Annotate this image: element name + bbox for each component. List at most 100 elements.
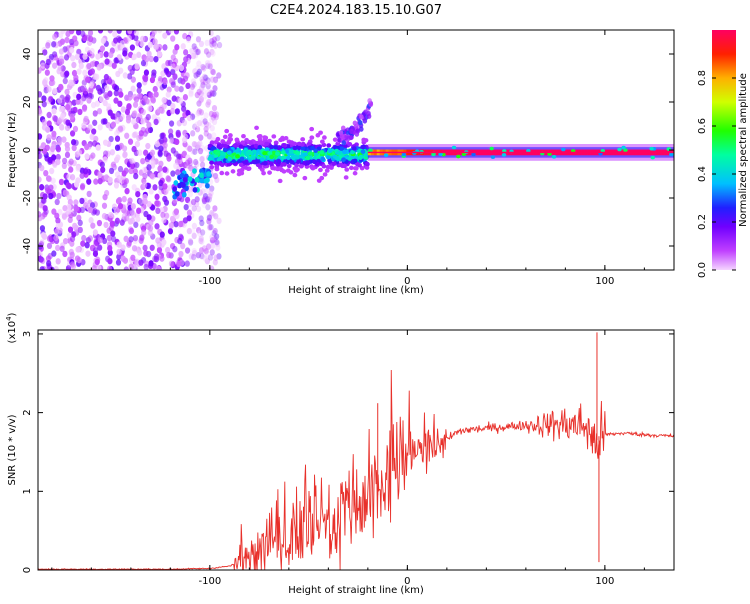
heatmap-cell bbox=[208, 89, 214, 96]
heatmap-cell bbox=[108, 224, 114, 232]
heatmap-cell bbox=[170, 54, 176, 61]
heatmap-cell bbox=[146, 50, 152, 58]
heatmap-cell bbox=[204, 198, 210, 205]
heatmap-cell bbox=[352, 158, 358, 163]
heatmap-cell bbox=[183, 203, 189, 211]
heatmap-cell bbox=[130, 254, 136, 261]
heatmap-cell bbox=[71, 144, 77, 152]
heatmap-region-3 bbox=[336, 98, 374, 146]
heatmap-cell bbox=[191, 205, 197, 212]
heatmap-cell bbox=[77, 108, 83, 116]
heatmap-cell bbox=[117, 165, 124, 173]
heatmap-cell bbox=[144, 98, 150, 105]
colorbar-label: Normalized spectral amplitude bbox=[738, 73, 749, 227]
heatmap-cell bbox=[199, 219, 205, 227]
heatmap-cell bbox=[348, 165, 354, 171]
heatmap-cell bbox=[216, 41, 223, 49]
heatmap-cell bbox=[133, 221, 139, 228]
heatmap-cell bbox=[322, 172, 328, 177]
heatmap-cell bbox=[69, 251, 75, 259]
heatmap-cell bbox=[226, 162, 232, 167]
heatmap-cell bbox=[201, 201, 207, 208]
heatmap-cell bbox=[198, 96, 204, 103]
heatmap-cell bbox=[182, 177, 188, 183]
heatmap-cell bbox=[110, 161, 117, 168]
heatmap-cell bbox=[192, 123, 198, 130]
heatmap-cell bbox=[61, 136, 67, 143]
heatmap-cell bbox=[103, 92, 109, 99]
heatmap-cell bbox=[198, 90, 204, 97]
heatmap-cell bbox=[352, 171, 358, 176]
heatmap-cell bbox=[206, 171, 211, 177]
heatmap-cell bbox=[210, 242, 216, 250]
heatmap-cell bbox=[185, 82, 191, 90]
spectrogram-xlabel: Height of straight line (km) bbox=[288, 285, 424, 296]
heatmap-cell bbox=[124, 214, 130, 222]
heatmap-cell bbox=[174, 191, 180, 197]
heatmap-cell bbox=[187, 145, 193, 152]
heatmap-cell bbox=[128, 167, 134, 175]
heatmap-cell bbox=[276, 159, 282, 164]
heatmap-cell bbox=[73, 205, 80, 212]
heatmap-cell bbox=[69, 235, 76, 243]
heatmap-cell bbox=[209, 68, 216, 75]
heatmap-cell bbox=[340, 125, 346, 131]
heatmap-cell bbox=[206, 132, 212, 140]
heatmap-cell bbox=[222, 147, 228, 153]
heatmap-cell bbox=[74, 53, 80, 61]
heatmap-cell bbox=[181, 119, 188, 127]
heatmap-cell bbox=[199, 161, 206, 169]
heatmap-cell bbox=[57, 64, 63, 71]
heatmap-cell bbox=[190, 78, 197, 85]
heatmap-cell bbox=[38, 241, 45, 248]
heatmap-cell bbox=[162, 44, 168, 51]
heatmap-cell bbox=[270, 165, 276, 171]
heatmap-cell bbox=[132, 101, 139, 108]
heatmap-cell bbox=[137, 249, 143, 256]
heatmap-cell bbox=[267, 151, 273, 156]
heatmap-cell bbox=[196, 60, 202, 67]
chart-title: C2E4.2024.183.15.10.G07 bbox=[270, 3, 442, 18]
heatmap-cell bbox=[153, 118, 159, 126]
heatmap-cell bbox=[209, 265, 215, 270]
heatmap-cell bbox=[129, 44, 136, 51]
heatmap-cell bbox=[331, 161, 337, 166]
heatmap-cell bbox=[163, 67, 169, 74]
heatmap-cell bbox=[199, 238, 205, 245]
heatmap-cell bbox=[202, 73, 208, 81]
heatmap-cell bbox=[192, 168, 197, 174]
heatmap-cell bbox=[159, 231, 165, 238]
heatmap-cell bbox=[143, 149, 149, 156]
heatmap-cell bbox=[283, 135, 289, 141]
heatmap-cell bbox=[401, 152, 407, 157]
heatmap-cell bbox=[165, 175, 171, 182]
heatmap-cell bbox=[234, 137, 240, 142]
heatmap-cell bbox=[76, 48, 82, 56]
heatmap-cell bbox=[67, 226, 74, 233]
heatmap-cell bbox=[135, 116, 141, 124]
heatmap-cell bbox=[38, 176, 42, 183]
heatmap-cell bbox=[142, 181, 148, 189]
heatmap-cell bbox=[182, 32, 188, 40]
heatmap-cell bbox=[98, 96, 105, 103]
heatmap-cell bbox=[43, 208, 49, 215]
heatmap-cell bbox=[64, 96, 70, 103]
heatmap-cell bbox=[172, 48, 178, 55]
heatmap-cell bbox=[383, 153, 389, 157]
heatmap-cell bbox=[170, 63, 176, 70]
heatmap-cell bbox=[144, 127, 151, 134]
heatmap-cell bbox=[191, 81, 197, 88]
heatmap-cell bbox=[89, 133, 95, 141]
heatmap-cell bbox=[162, 78, 168, 86]
heatmap-cell bbox=[146, 200, 152, 208]
spectrogram-ytick-label: -20 bbox=[22, 190, 33, 206]
heatmap-cell bbox=[64, 151, 71, 159]
heatmap-cell bbox=[293, 168, 299, 173]
heatmap-cell bbox=[87, 30, 94, 37]
heatmap-cell bbox=[45, 187, 51, 194]
heatmap-cell bbox=[133, 30, 140, 37]
heatmap-cell bbox=[83, 202, 89, 209]
heatmap-cell bbox=[145, 142, 151, 150]
heatmap-cell bbox=[182, 94, 189, 101]
heatmap-cell bbox=[147, 105, 153, 112]
